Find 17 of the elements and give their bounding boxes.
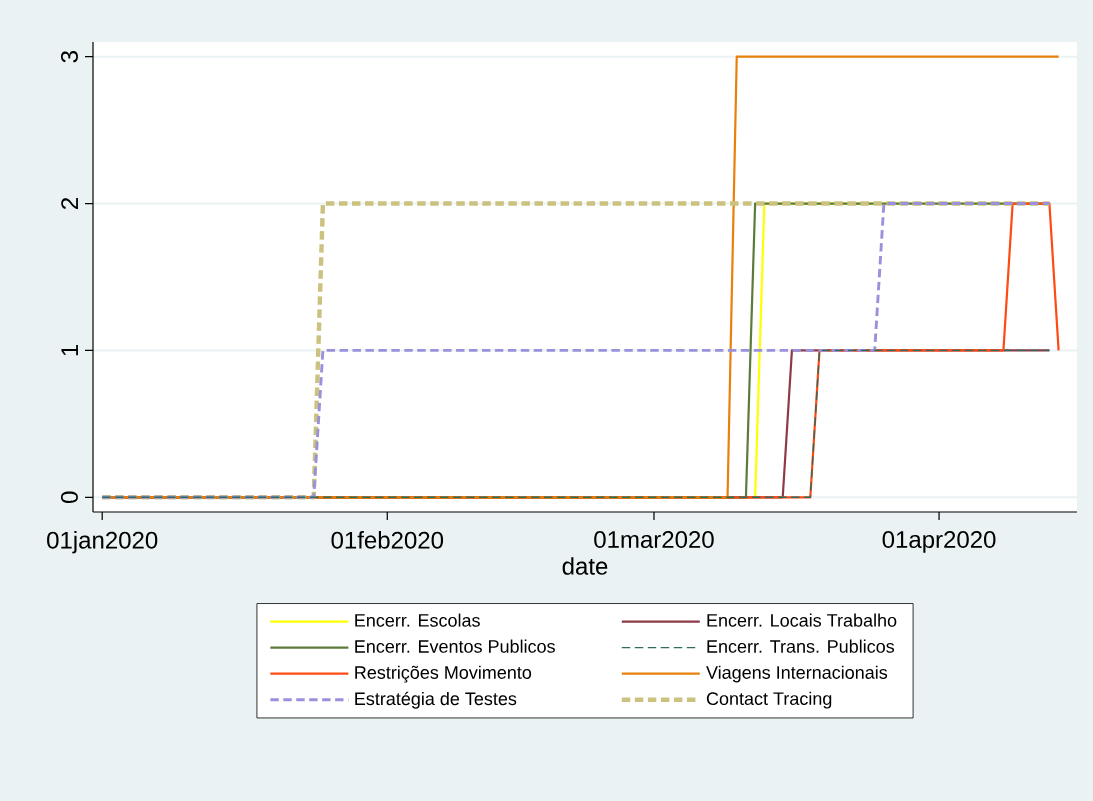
legend-label: Encerr. Locais Trabalho [707, 613, 897, 627]
y-tick-label: 1 [61, 344, 78, 356]
legend-label: Encerr. Eventos Publicos [355, 639, 555, 653]
y-tick-label: 0 [60, 491, 78, 504]
legend-label: Viagens Internacionais [706, 665, 888, 683]
legend-label: Restrições Movimento [355, 665, 532, 683]
legend-label: Estratégia de Testes [355, 691, 517, 709]
legend-label: Encerr. Escolas [355, 613, 480, 627]
legend-label: Contact Tracing [706, 691, 832, 709]
x-tick-label: 01feb2020 [331, 531, 444, 549]
y-tick-label: 3 [60, 51, 78, 63]
y-tick-label: 2 [61, 198, 78, 210]
x-tick-label: 01mar2020 [594, 531, 714, 549]
x-axis-title: date [562, 557, 608, 575]
legend-label: Encerr. Trans. Publicos [707, 639, 895, 653]
x-tick-label: 01apr2020 [882, 531, 996, 553]
x-tick-label: 01jan2020 [47, 531, 158, 554]
